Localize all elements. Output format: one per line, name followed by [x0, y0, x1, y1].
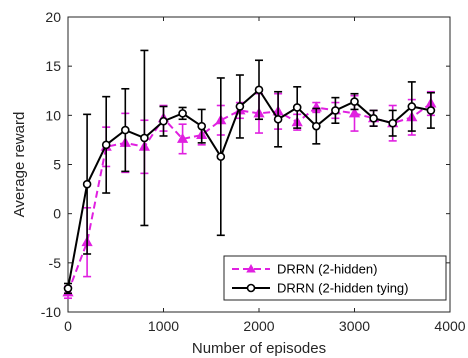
- y-tick-label: -10: [41, 304, 61, 320]
- data-point-circle: [254, 85, 264, 95]
- x-tick-label: 1000: [148, 318, 179, 334]
- data-point-circle: [273, 114, 283, 124]
- data-point-circle: [407, 102, 417, 111]
- data-point-circle: [331, 106, 340, 115]
- data-point-triangle: [348, 107, 361, 118]
- x-tick-label: 3000: [339, 318, 370, 334]
- data-point-circle: [369, 113, 378, 123]
- data-point-circle: [140, 133, 149, 143]
- legend-marker-triangle: [246, 264, 256, 273]
- x-tick-label: 4000: [434, 318, 465, 334]
- data-point-circle: [216, 152, 226, 161]
- y-axis-label: Average reward: [11, 112, 28, 218]
- legend: DRRN (2-hidden) DRRN (2-hidden tying): [223, 255, 447, 301]
- x-axis-label: Number of episodes: [192, 340, 326, 357]
- data-point-circle: [311, 121, 321, 131]
- data-point-circle: [235, 102, 245, 111]
- data-point-circle: [101, 140, 111, 150]
- data-point-circle: [350, 97, 359, 106]
- data-point-circle: [178, 109, 187, 118]
- data-point-circle: [121, 125, 130, 135]
- x-tick-label: 2000: [243, 318, 274, 334]
- y-tick-label: 15: [45, 58, 61, 74]
- y-tick-label: -5: [49, 255, 62, 271]
- series-layer: [62, 49, 437, 300]
- data-point-circle: [82, 179, 92, 189]
- legend-label-drrn-2-hidden: DRRN (2-hidden): [277, 262, 377, 277]
- x-tick-label: 0: [64, 318, 72, 334]
- y-tick-label: 20: [45, 9, 61, 25]
- data-point-circle: [426, 106, 436, 115]
- data-point-circle: [159, 116, 168, 126]
- axis-ticks: 0 1000 2000 3000 4000 -10 -5 0 5 10 15 20: [41, 9, 466, 334]
- data-point-circle: [197, 121, 206, 131]
- legend-marker-circle: [246, 283, 256, 293]
- series-1: [63, 49, 436, 295]
- legend-box: [223, 255, 447, 301]
- data-point-circle: [388, 118, 398, 128]
- legend-label-drrn-2-hidden-tying: DRRN (2-hidden tying): [277, 281, 409, 296]
- data-point-triangle: [176, 132, 189, 143]
- data-point-circle: [292, 103, 302, 112]
- data-point-circle: [63, 284, 73, 293]
- y-tick-label: 0: [53, 206, 61, 222]
- y-tick-label: 10: [45, 107, 61, 123]
- y-tick-label: 5: [53, 157, 61, 173]
